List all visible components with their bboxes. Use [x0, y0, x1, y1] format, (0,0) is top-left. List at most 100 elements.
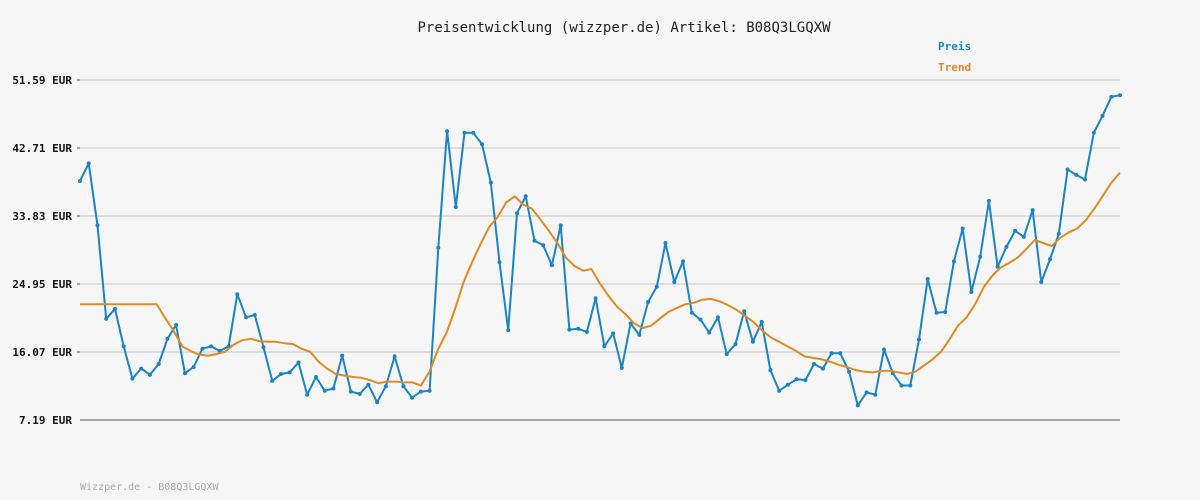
data-point-preis: [480, 142, 484, 147]
data-point-preis: [174, 323, 179, 327]
data-point-preis: [733, 342, 738, 347]
data-point-preis: [515, 211, 519, 216]
data-point-preis: [1100, 113, 1105, 118]
data-point-preis: [1056, 231, 1061, 236]
data-point-preis: [314, 375, 318, 379]
data-point-preis: [794, 377, 799, 382]
data-point-preis: [541, 243, 546, 248]
data-point-preis: [78, 179, 82, 183]
data-point-preis: [637, 332, 642, 337]
data-point-preis: [750, 339, 755, 344]
data-point-preis: [925, 277, 930, 281]
data-point-preis: [453, 205, 458, 209]
data-point-preis: [209, 344, 214, 349]
data-point-preis: [497, 260, 502, 265]
data-point-preis: [785, 382, 790, 387]
data-point-preis: [672, 280, 677, 285]
data-point-preis: [934, 310, 939, 315]
data-point-preis: [200, 346, 205, 351]
data-point-preis: [873, 392, 878, 397]
series-line-trend: [80, 171, 1121, 387]
data-point-preis: [768, 368, 773, 373]
data-point-preis: [1074, 172, 1079, 177]
data-point-preis: [523, 194, 528, 199]
y-tick-label: 51.59 EUR: [12, 74, 72, 87]
data-point-preis: [427, 388, 432, 393]
data-point-preis: [812, 362, 817, 366]
data-point-preis: [899, 383, 904, 388]
data-point-preis: [567, 327, 572, 332]
data-point-preis: [558, 223, 563, 228]
data-point-preis: [759, 319, 764, 324]
data-point-preis: [1004, 244, 1009, 249]
data-point-preis: [864, 390, 869, 395]
data-point-preis: [777, 388, 782, 393]
data-point-preis: [1109, 94, 1114, 99]
data-point-preis: [584, 329, 589, 334]
y-tick-label: 24.95 EUR: [12, 278, 72, 291]
data-point-preis: [1091, 130, 1096, 135]
data-point-preis: [576, 326, 581, 331]
data-point-preis: [724, 352, 729, 357]
data-point-preis: [383, 384, 388, 389]
data-point-preis: [392, 354, 397, 359]
data-point-preis: [296, 360, 301, 365]
data-point-preis: [506, 328, 511, 333]
data-point-preis: [375, 400, 380, 405]
data-point-preis: [646, 300, 651, 304]
data-point-preis: [707, 330, 712, 335]
data-point-preis: [829, 351, 834, 356]
data-point-preis: [1013, 228, 1018, 233]
data-point-preis: [908, 383, 913, 388]
data-point-preis: [1065, 167, 1070, 172]
series-line-preis: [79, 94, 1121, 407]
data-point-preis: [1083, 177, 1087, 182]
data-point-preis: [244, 315, 249, 320]
data-point-preis: [986, 198, 991, 203]
data-point-preis: [995, 264, 1000, 269]
data-point-preis: [130, 376, 135, 381]
data-point-preis: [331, 386, 336, 391]
data-point-preis: [340, 353, 345, 358]
data-point-preis: [619, 365, 624, 370]
data-point-preis: [960, 226, 965, 231]
data-point-preis: [113, 306, 117, 311]
data-point-preis: [418, 389, 423, 394]
data-point-preis: [847, 369, 852, 374]
data-point-preis: [698, 317, 703, 322]
data-point-preis: [270, 378, 275, 383]
y-axis-ticks: 7.19 EUR 16.07 EUR 24.95 EUR 33.83 EUR 42.71…: [12, 74, 72, 427]
data-point-preis: [121, 344, 126, 349]
data-point-preis: [191, 365, 196, 370]
data-point-preis: [978, 254, 983, 259]
data-point-preis: [532, 238, 537, 243]
data-point-preis: [156, 362, 161, 366]
data-point-preis: [445, 129, 450, 134]
data-point-preis: [803, 378, 808, 383]
data-point-preis: [95, 223, 100, 228]
data-point-preis: [86, 161, 91, 166]
legend-entry-preis: Preis: [938, 40, 971, 53]
data-point-preis: [654, 284, 659, 289]
data-point-preis: [305, 392, 310, 397]
data-point-preis: [1048, 257, 1053, 262]
data-point-preis: [279, 372, 283, 376]
legend-entry-trend: Trend: [938, 61, 971, 74]
data-point-preis: [182, 371, 187, 376]
series-layer: [78, 93, 1122, 408]
footer-text: Wizzper.de - B08Q3LGQXW: [80, 482, 219, 493]
data-point-preis: [716, 315, 720, 320]
y-tick-label: 42.71 EUR: [12, 142, 72, 155]
data-point-preis: [681, 259, 685, 264]
data-point-preis: [549, 263, 554, 268]
data-point-preis: [235, 292, 240, 297]
data-point-preis: [462, 130, 467, 135]
data-point-preis: [1030, 208, 1035, 213]
data-point-preis: [471, 130, 476, 135]
y-tick-label: 33.83 EUR: [12, 210, 72, 223]
data-point-preis: [252, 313, 257, 317]
data-point-preis: [943, 310, 948, 314]
data-point-preis: [602, 344, 607, 349]
data-point-preis: [165, 336, 170, 341]
data-point-preis: [611, 331, 616, 336]
